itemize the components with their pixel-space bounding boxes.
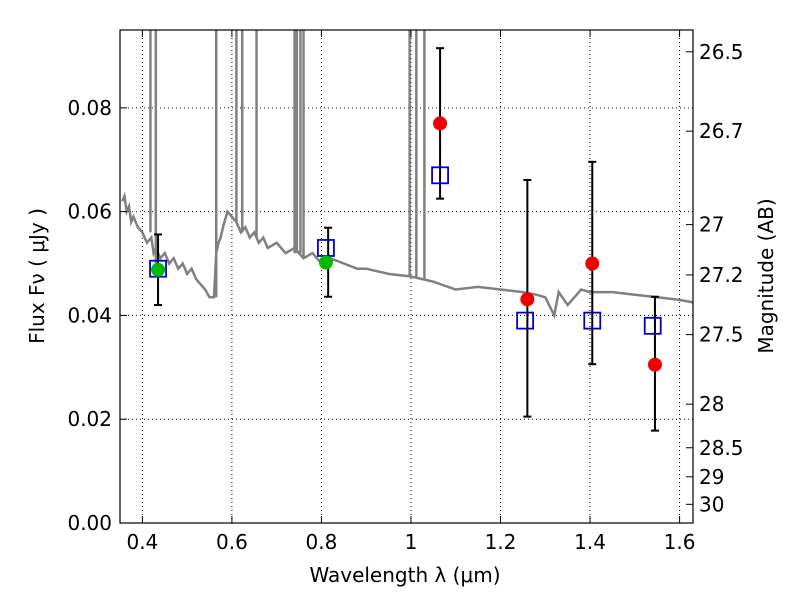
right-tick-label-4: 27.5 — [699, 323, 744, 347]
y-axis-label: Flux Fν ( μJy ) — [25, 208, 49, 344]
plot-clipped — [121, 30, 693, 432]
model-square-1 — [317, 239, 335, 257]
y-tick-label-0: 0.00 — [67, 511, 112, 535]
right-axis-label: Magnitude (AB) — [754, 198, 778, 353]
y-tick-label-4: 0.08 — [67, 96, 112, 120]
right-tick-label-3: 27.2 — [699, 263, 744, 287]
x-tick-label-5: 1.4 — [574, 530, 606, 554]
right-tick-label-7: 29 — [699, 465, 724, 489]
x-tick-label-1: 0.6 — [216, 530, 248, 554]
model-square-4 — [583, 311, 602, 330]
x-tick-label-3: 1 — [405, 530, 418, 554]
y-tick-label-2: 0.04 — [67, 303, 112, 327]
right-tick-label-1: 26.7 — [699, 119, 744, 143]
model-square-2 — [431, 166, 449, 185]
y-axis-ticks: 0.00 0.02 0.04 0.06 0.08 — [67, 96, 127, 535]
right-tick-label-6: 28.5 — [699, 436, 744, 460]
right-tick-label-2: 27 — [699, 213, 724, 237]
x-tick-label-4: 1.2 — [485, 530, 517, 554]
right-tick-label-5: 28 — [699, 392, 724, 416]
model-spectrum-line — [121, 191, 693, 320]
red-point-3 — [647, 357, 662, 372]
red-point-1 — [520, 292, 535, 307]
y-tick-label-1: 0.02 — [67, 407, 112, 431]
right-axis-ticks: 26.5 26.7 27 27.2 27.5 28 28.5 29 30 — [686, 40, 744, 516]
x-axis-ticks: 0.4 0.6 0.8 1 1.2 1.4 1.6 — [126, 30, 695, 554]
x-axis-label: Wavelength λ (μm) — [309, 563, 500, 587]
x-tick-label-6: 1.6 — [664, 530, 696, 554]
x-tick-label-2: 0.8 — [306, 530, 338, 554]
green-point-0 — [151, 262, 166, 277]
plot-area — [121, 30, 693, 432]
red-point-2 — [585, 256, 600, 271]
model-square-3 — [516, 311, 535, 330]
plot-frame — [119, 29, 694, 524]
red-point-0 — [433, 116, 448, 131]
green-point-1 — [318, 255, 333, 270]
x-tick-label-0: 0.4 — [126, 530, 158, 554]
axes — [119, 29, 694, 524]
y-tick-label-3: 0.06 — [67, 200, 112, 224]
model-square-5 — [643, 316, 662, 335]
right-tick-label-8: 30 — [699, 492, 724, 516]
right-tick-label-0: 26.5 — [699, 40, 744, 64]
